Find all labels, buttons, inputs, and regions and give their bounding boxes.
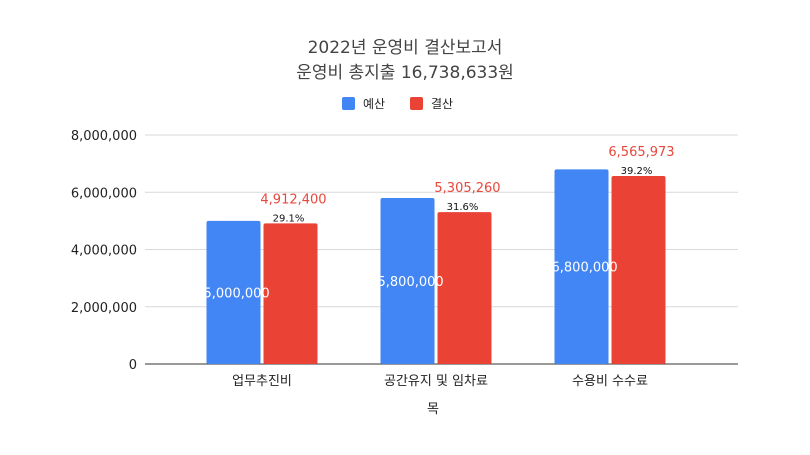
x-category-label: 업무추진비 bbox=[232, 374, 292, 389]
x-category-label: 공간유지 및 임차료 bbox=[384, 374, 488, 389]
bar-settlement bbox=[437, 212, 492, 364]
y-tick-label: 4,000,000 bbox=[71, 244, 137, 259]
chart-title-line2: 운영비 총지출 16,738,633원 bbox=[296, 63, 514, 83]
legend-swatch-budget bbox=[342, 97, 355, 110]
legend-swatch-settlement bbox=[410, 97, 423, 110]
x-axis-categories: 업무추진비 공간유지 및 임차료 수용비 수수료 bbox=[232, 374, 648, 389]
data-labels: 5,000,000 4,912,400 29.1% 5,800,000 5,305,26… bbox=[204, 145, 675, 301]
x-category-label: 수용비 수수료 bbox=[572, 374, 648, 389]
y-tick-label: 0 bbox=[129, 358, 137, 373]
legend: 예산 결산 bbox=[342, 97, 453, 111]
bar-value-label-budget: 5,800,000 bbox=[378, 275, 444, 290]
bar-value-label-budget: 5,000,000 bbox=[204, 286, 270, 301]
bar-percent-label: 29.1% bbox=[273, 213, 305, 224]
bar-value-label-budget: 6,800,000 bbox=[552, 261, 618, 276]
bars bbox=[206, 169, 666, 364]
y-axis-ticks: 0 2,000,000 4,000,000 6,000,000 8,000,000 bbox=[71, 129, 137, 373]
bar-value-label-settlement: 6,565,973 bbox=[608, 145, 674, 160]
bar-value-label-settlement: 5,305,260 bbox=[434, 181, 500, 196]
bar-percent-label: 39.2% bbox=[621, 166, 653, 177]
y-tick-label: 6,000,000 bbox=[71, 186, 137, 201]
x-axis-title: 목 bbox=[427, 402, 439, 417]
bar-budget bbox=[554, 169, 609, 364]
chart-title-line1: 2022년 운영비 결산보고서 bbox=[308, 38, 503, 58]
bar-settlement bbox=[611, 176, 666, 364]
bar-budget bbox=[380, 197, 435, 364]
y-tick-label: 2,000,000 bbox=[71, 301, 137, 316]
legend-label-budget: 예산 bbox=[363, 97, 385, 111]
bar-budget bbox=[206, 220, 261, 364]
legend-label-settlement: 결산 bbox=[431, 97, 453, 111]
bar-percent-label: 31.6% bbox=[447, 202, 479, 213]
bar-value-label-settlement: 4,912,400 bbox=[260, 192, 326, 207]
y-tick-label: 8,000,000 bbox=[71, 129, 137, 144]
bar-settlement bbox=[263, 223, 318, 364]
